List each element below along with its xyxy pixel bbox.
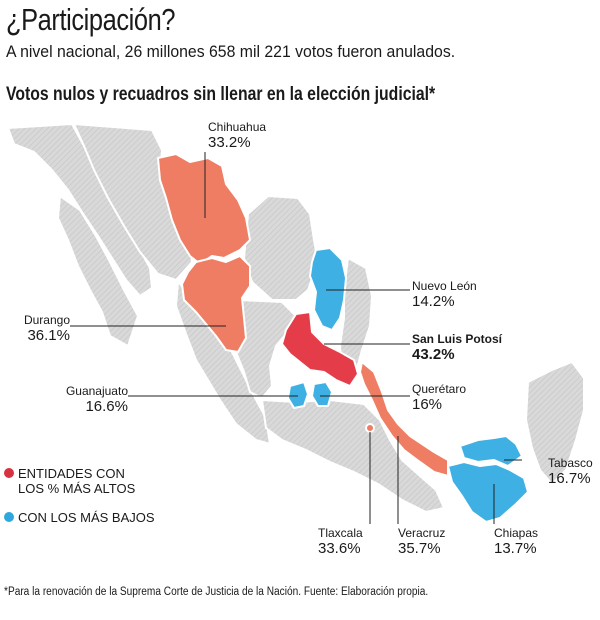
subheadline: A nivel nacional, 26 millones 658 mil 22… (6, 42, 456, 61)
label-guanajuato-name: Guanajuato (65, 384, 128, 398)
label-chihuahua: Chihuahua 33.2% (208, 120, 266, 151)
leader-lines (70, 152, 522, 524)
map-title: Votos nulos y recuadros sin llenar en la… (6, 84, 436, 105)
label-queretaro-value: 16% (412, 396, 443, 413)
label-veracruz: Veracruz 35.7% (398, 526, 445, 557)
legend-high-dot (4, 468, 14, 478)
label-veracruz-value: 35.7% (398, 540, 441, 557)
legend-high: ENTIDADES CON LOS % MÁS ALTOS (4, 466, 135, 496)
label-guanajuato: Guanajuato 16.6% (40, 384, 128, 415)
label-tabasco: Tabasco 16.7% (548, 456, 593, 487)
label-queretaro: Querétaro 16% (412, 382, 466, 413)
label-tlaxcala-name: Tlaxcala (318, 526, 363, 540)
label-veracruz-name: Veracruz (398, 526, 446, 540)
coahuila (242, 194, 320, 301)
label-queretaro-name: Querétaro (412, 382, 467, 396)
label-guanajuato-value: 16.6% (85, 398, 128, 415)
state-tlaxcala (365, 423, 375, 433)
legend-low-dot (4, 512, 14, 522)
label-tabasco-name: Tabasco (548, 456, 593, 470)
label-tabasco-value: 16.7% (548, 470, 591, 487)
label-san-luis-potosi-value: 43.2% (412, 346, 455, 363)
state-tabasco (459, 435, 523, 467)
label-tlaxcala-value: 33.6% (318, 540, 361, 557)
baja-california-sur (56, 194, 140, 348)
state-veracruz (359, 361, 449, 477)
label-san-luis-potosi-name: San Luis Potosí (412, 332, 503, 346)
state-guanajuato (287, 381, 309, 409)
headline: ¿Participación? (6, 2, 176, 37)
legend-high-line1: ENTIDADES CON (18, 466, 125, 481)
legend-high-line2: LOS % MÁS ALTOS (18, 481, 136, 496)
label-chiapas-name: Chiapas (494, 526, 539, 540)
label-tlaxcala: Tlaxcala 33.6% (318, 526, 363, 557)
state-chihuahua (157, 153, 251, 265)
state-durango (181, 255, 251, 353)
footnote: *Para la renovación de la Suprema Corte … (4, 586, 429, 598)
label-chiapas-value: 13.7% (494, 540, 537, 557)
legend-high-text: ENTIDADES CON LOS % MÁS ALTOS (18, 466, 135, 496)
label-nuevo-leon-name: Nuevo León (412, 279, 477, 293)
label-durango-value: 36.1% (27, 327, 70, 344)
state-nuevo-leon (309, 247, 347, 331)
label-san-luis-potosi: San Luis Potosí 43.2% (412, 332, 502, 363)
legend-low-text: CON LOS MÁS BAJOS (18, 510, 155, 525)
state-san-luis-potosi (281, 311, 359, 387)
yucatan-peninsula (524, 360, 585, 486)
label-chiapas: Chiapas 13.7% (494, 526, 538, 557)
highlighted-states (157, 153, 529, 523)
state-chiapas (447, 461, 529, 523)
state-queretaro (311, 381, 333, 407)
legend-low: CON LOS MÁS BAJOS (4, 510, 155, 525)
label-chihuahua-value: 33.2% (208, 134, 251, 151)
label-nuevo-leon-value: 14.2% (412, 293, 455, 310)
label-nuevo-leon: Nuevo León 14.2% (412, 279, 477, 310)
label-chihuahua-name: Chihuahua (208, 120, 267, 134)
label-durango-name: Durango (23, 313, 70, 327)
label-durango: Durango 36.1% (14, 313, 70, 344)
